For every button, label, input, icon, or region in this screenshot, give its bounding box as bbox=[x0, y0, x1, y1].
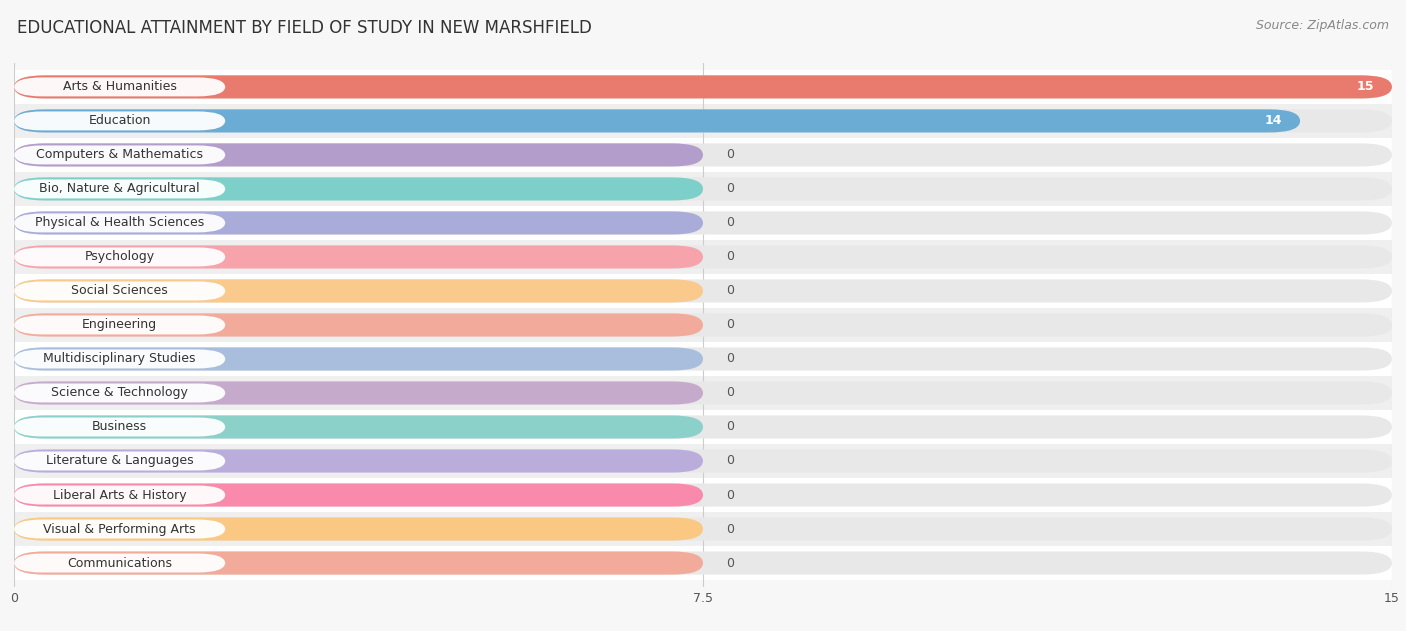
Text: Visual & Performing Arts: Visual & Performing Arts bbox=[44, 522, 195, 536]
Text: Engineering: Engineering bbox=[82, 319, 157, 331]
FancyBboxPatch shape bbox=[14, 109, 1392, 133]
FancyBboxPatch shape bbox=[14, 240, 1392, 274]
FancyBboxPatch shape bbox=[14, 483, 703, 507]
FancyBboxPatch shape bbox=[14, 410, 1392, 444]
Text: Source: ZipAtlas.com: Source: ZipAtlas.com bbox=[1256, 19, 1389, 32]
FancyBboxPatch shape bbox=[14, 245, 703, 269]
Text: Education: Education bbox=[89, 114, 150, 127]
Text: 0: 0 bbox=[725, 420, 734, 433]
Text: 0: 0 bbox=[725, 251, 734, 264]
FancyBboxPatch shape bbox=[14, 519, 225, 538]
Text: Multidisciplinary Studies: Multidisciplinary Studies bbox=[44, 353, 195, 365]
FancyBboxPatch shape bbox=[14, 449, 1392, 473]
FancyBboxPatch shape bbox=[14, 78, 225, 97]
FancyBboxPatch shape bbox=[14, 478, 1392, 512]
FancyBboxPatch shape bbox=[14, 280, 703, 302]
FancyBboxPatch shape bbox=[14, 551, 703, 575]
FancyBboxPatch shape bbox=[14, 75, 1392, 98]
FancyBboxPatch shape bbox=[14, 211, 1392, 235]
Text: 0: 0 bbox=[725, 285, 734, 297]
FancyBboxPatch shape bbox=[14, 206, 1392, 240]
FancyBboxPatch shape bbox=[14, 485, 225, 505]
FancyBboxPatch shape bbox=[14, 314, 703, 336]
FancyBboxPatch shape bbox=[14, 553, 225, 572]
FancyBboxPatch shape bbox=[14, 517, 703, 541]
FancyBboxPatch shape bbox=[14, 143, 703, 167]
FancyBboxPatch shape bbox=[14, 211, 703, 235]
Text: 0: 0 bbox=[725, 522, 734, 536]
Text: Business: Business bbox=[93, 420, 148, 433]
Text: Psychology: Psychology bbox=[84, 251, 155, 264]
FancyBboxPatch shape bbox=[14, 381, 703, 404]
FancyBboxPatch shape bbox=[14, 104, 1392, 138]
FancyBboxPatch shape bbox=[14, 381, 1392, 404]
FancyBboxPatch shape bbox=[14, 274, 1392, 308]
Text: 0: 0 bbox=[725, 557, 734, 570]
FancyBboxPatch shape bbox=[14, 452, 225, 471]
Text: Physical & Health Sciences: Physical & Health Sciences bbox=[35, 216, 204, 230]
Text: EDUCATIONAL ATTAINMENT BY FIELD OF STUDY IN NEW MARSHFIELD: EDUCATIONAL ATTAINMENT BY FIELD OF STUDY… bbox=[17, 19, 592, 37]
Text: 0: 0 bbox=[725, 454, 734, 468]
FancyBboxPatch shape bbox=[14, 145, 225, 165]
Text: 15: 15 bbox=[1355, 80, 1374, 93]
Text: 0: 0 bbox=[725, 182, 734, 196]
FancyBboxPatch shape bbox=[14, 70, 1392, 104]
FancyBboxPatch shape bbox=[14, 551, 1392, 575]
Text: 0: 0 bbox=[725, 488, 734, 502]
FancyBboxPatch shape bbox=[14, 245, 1392, 269]
FancyBboxPatch shape bbox=[14, 75, 1392, 98]
FancyBboxPatch shape bbox=[14, 179, 225, 198]
FancyBboxPatch shape bbox=[14, 143, 1392, 167]
Text: Arts & Humanities: Arts & Humanities bbox=[63, 80, 177, 93]
FancyBboxPatch shape bbox=[14, 350, 225, 369]
FancyBboxPatch shape bbox=[14, 415, 1392, 439]
FancyBboxPatch shape bbox=[14, 444, 1392, 478]
FancyBboxPatch shape bbox=[14, 247, 225, 266]
FancyBboxPatch shape bbox=[14, 517, 1392, 541]
Text: Literature & Languages: Literature & Languages bbox=[46, 454, 194, 468]
Text: Liberal Arts & History: Liberal Arts & History bbox=[53, 488, 187, 502]
FancyBboxPatch shape bbox=[14, 281, 225, 300]
FancyBboxPatch shape bbox=[14, 348, 1392, 370]
FancyBboxPatch shape bbox=[14, 177, 1392, 201]
FancyBboxPatch shape bbox=[14, 316, 225, 334]
FancyBboxPatch shape bbox=[14, 280, 1392, 302]
Text: 0: 0 bbox=[725, 216, 734, 230]
Text: Social Sciences: Social Sciences bbox=[72, 285, 169, 297]
Text: 0: 0 bbox=[725, 319, 734, 331]
FancyBboxPatch shape bbox=[14, 483, 1392, 507]
Text: 0: 0 bbox=[725, 148, 734, 162]
FancyBboxPatch shape bbox=[14, 177, 703, 201]
FancyBboxPatch shape bbox=[14, 449, 703, 473]
FancyBboxPatch shape bbox=[14, 172, 1392, 206]
FancyBboxPatch shape bbox=[14, 109, 1301, 133]
Text: 14: 14 bbox=[1264, 114, 1282, 127]
FancyBboxPatch shape bbox=[14, 546, 1392, 580]
FancyBboxPatch shape bbox=[14, 512, 1392, 546]
FancyBboxPatch shape bbox=[14, 112, 225, 131]
Text: Science & Technology: Science & Technology bbox=[51, 386, 188, 399]
FancyBboxPatch shape bbox=[14, 213, 225, 232]
FancyBboxPatch shape bbox=[14, 384, 225, 403]
FancyBboxPatch shape bbox=[14, 314, 1392, 336]
Text: Bio, Nature & Agricultural: Bio, Nature & Agricultural bbox=[39, 182, 200, 196]
Text: Computers & Mathematics: Computers & Mathematics bbox=[37, 148, 204, 162]
FancyBboxPatch shape bbox=[14, 418, 225, 437]
Text: 0: 0 bbox=[725, 386, 734, 399]
FancyBboxPatch shape bbox=[14, 415, 703, 439]
Text: Communications: Communications bbox=[67, 557, 172, 570]
FancyBboxPatch shape bbox=[14, 342, 1392, 376]
Text: 0: 0 bbox=[725, 353, 734, 365]
FancyBboxPatch shape bbox=[14, 308, 1392, 342]
FancyBboxPatch shape bbox=[14, 138, 1392, 172]
FancyBboxPatch shape bbox=[14, 376, 1392, 410]
FancyBboxPatch shape bbox=[14, 348, 703, 370]
